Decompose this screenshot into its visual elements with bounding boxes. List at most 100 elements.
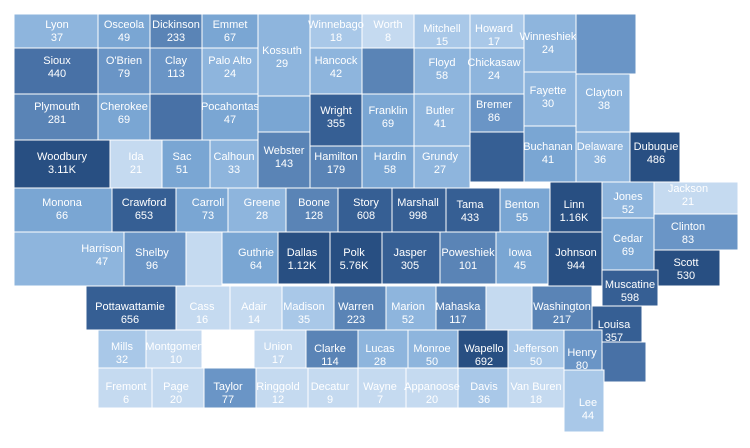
county-name-label: Monona	[42, 197, 83, 209]
county-wright	[309, 93, 363, 147]
county-jackson	[653, 181, 739, 215]
county-fremont	[97, 367, 153, 409]
county-name-label: Mills	[111, 341, 133, 353]
county-count-label: 83	[682, 234, 694, 246]
county-carroll	[175, 187, 229, 233]
county-count-label: 486	[647, 154, 665, 166]
county-name-label: Page	[163, 381, 189, 393]
county-name-label: Dallas	[287, 247, 318, 259]
county-name-label: Louisa	[598, 319, 631, 331]
county-count-label: 24	[542, 44, 554, 56]
county-count-label: 73	[202, 210, 214, 222]
county-name-label: Wapello	[464, 343, 503, 355]
county-name-label: Scott	[673, 257, 698, 269]
county-name-label: Grundy	[422, 151, 459, 163]
county-name-label: Hancock	[315, 55, 358, 67]
county-name-label: Howard	[475, 23, 513, 35]
county-name-label: Sac	[173, 151, 192, 163]
county-jones	[601, 181, 655, 219]
county-ringgold	[255, 367, 309, 409]
county-count-label: 5.76K	[340, 260, 369, 272]
county-name-label: Jackson	[668, 183, 708, 195]
county-count-label: 69	[118, 114, 130, 126]
county-count-label: 17	[272, 354, 284, 366]
county-count-label: 8	[385, 32, 391, 44]
county-name-label: Washington	[533, 301, 591, 313]
county-count-label: 36	[478, 394, 490, 406]
county-winneshiek	[523, 13, 577, 73]
county-clayton	[575, 73, 631, 133]
county-name-label: Polk	[343, 247, 365, 259]
county-iowa	[495, 231, 549, 285]
county-count-label: 12	[272, 394, 284, 406]
county-count-label: 17	[488, 36, 500, 48]
county-count-label: 24	[488, 70, 500, 82]
county-count-label: 7	[377, 394, 383, 406]
county-count-label: 28	[256, 210, 268, 222]
county-sioux	[13, 47, 99, 95]
county-count-label: 52	[402, 314, 414, 326]
county-count-label: 656	[121, 314, 139, 326]
county-count-label: 1.16K	[560, 212, 589, 224]
county-muscatine	[601, 269, 659, 307]
county-count-label: 42	[330, 68, 342, 80]
county-story	[337, 187, 393, 233]
county-name-label: Montgomery	[145, 341, 207, 353]
county-name-label: Jones	[613, 191, 643, 203]
county-name-label: Warren	[338, 301, 374, 313]
county-count-label: 281	[48, 114, 66, 126]
county-name-label: Mahaska	[436, 301, 482, 313]
county-clay	[149, 47, 203, 95]
county-name-label: Clinton	[671, 221, 705, 233]
county-keokuk	[485, 285, 533, 331]
county-name-label: Benton	[505, 199, 540, 211]
county-count-label: 530	[677, 270, 695, 282]
county-name-label: Davis	[470, 381, 498, 393]
county-count-label: 21	[682, 196, 694, 208]
county-mahaska	[435, 285, 487, 331]
county-count-label: 608	[357, 210, 375, 222]
county-mills	[97, 329, 147, 369]
county-count-label: 69	[622, 246, 634, 258]
county-name-label: Clay	[165, 55, 188, 67]
county-name-label: Webster	[264, 145, 305, 157]
county-johnson	[547, 231, 605, 287]
county-cass	[175, 285, 231, 331]
county-warren	[333, 285, 387, 331]
county-polk	[329, 231, 383, 285]
county-osceola	[97, 13, 151, 49]
county-name-label: Sioux	[43, 55, 71, 67]
county-count-label: 18	[330, 32, 342, 44]
county-count-label: 58	[384, 164, 396, 176]
county-count-label: 47	[224, 114, 236, 126]
county-name-label: Dickinson	[152, 19, 200, 31]
county-name-label: Decatur	[311, 381, 350, 393]
county-count-label: 113	[167, 68, 185, 80]
county-labels: Lyon37Osceola49Dickinson233Emmet67Kossut…	[34, 19, 708, 422]
county-scott	[653, 249, 721, 287]
county-count-label: 35	[298, 314, 310, 326]
county-name-label: Cherokee	[100, 101, 148, 113]
county-name-label: Henry	[567, 347, 597, 359]
county-name-label: Marshall	[397, 197, 439, 209]
county-name-label: Bremer	[476, 99, 512, 111]
county-name-label: Cass	[189, 301, 215, 313]
county-name-label: Kossuth	[262, 45, 302, 57]
county-count-label: 305	[401, 260, 419, 272]
county-count-label: 80	[576, 360, 588, 372]
county-shapes	[13, 13, 739, 433]
county-count-label: 36	[594, 154, 606, 166]
county-name-label: Palo Alto	[208, 55, 251, 67]
county-count-label: 357	[605, 332, 623, 344]
county-name-label: Butler	[426, 105, 455, 117]
county-name-label: Emmet	[213, 19, 248, 31]
county-name-label: Floyd	[429, 57, 456, 69]
county-count-label: 20	[426, 394, 438, 406]
county-name-label: Carroll	[192, 197, 224, 209]
county-allamakee	[575, 13, 637, 75]
county-name-label: Calhoun	[214, 151, 255, 163]
county-count-label: 50	[426, 356, 438, 368]
county-count-label: 38	[598, 100, 610, 112]
county-name-label: Jasper	[393, 247, 426, 259]
